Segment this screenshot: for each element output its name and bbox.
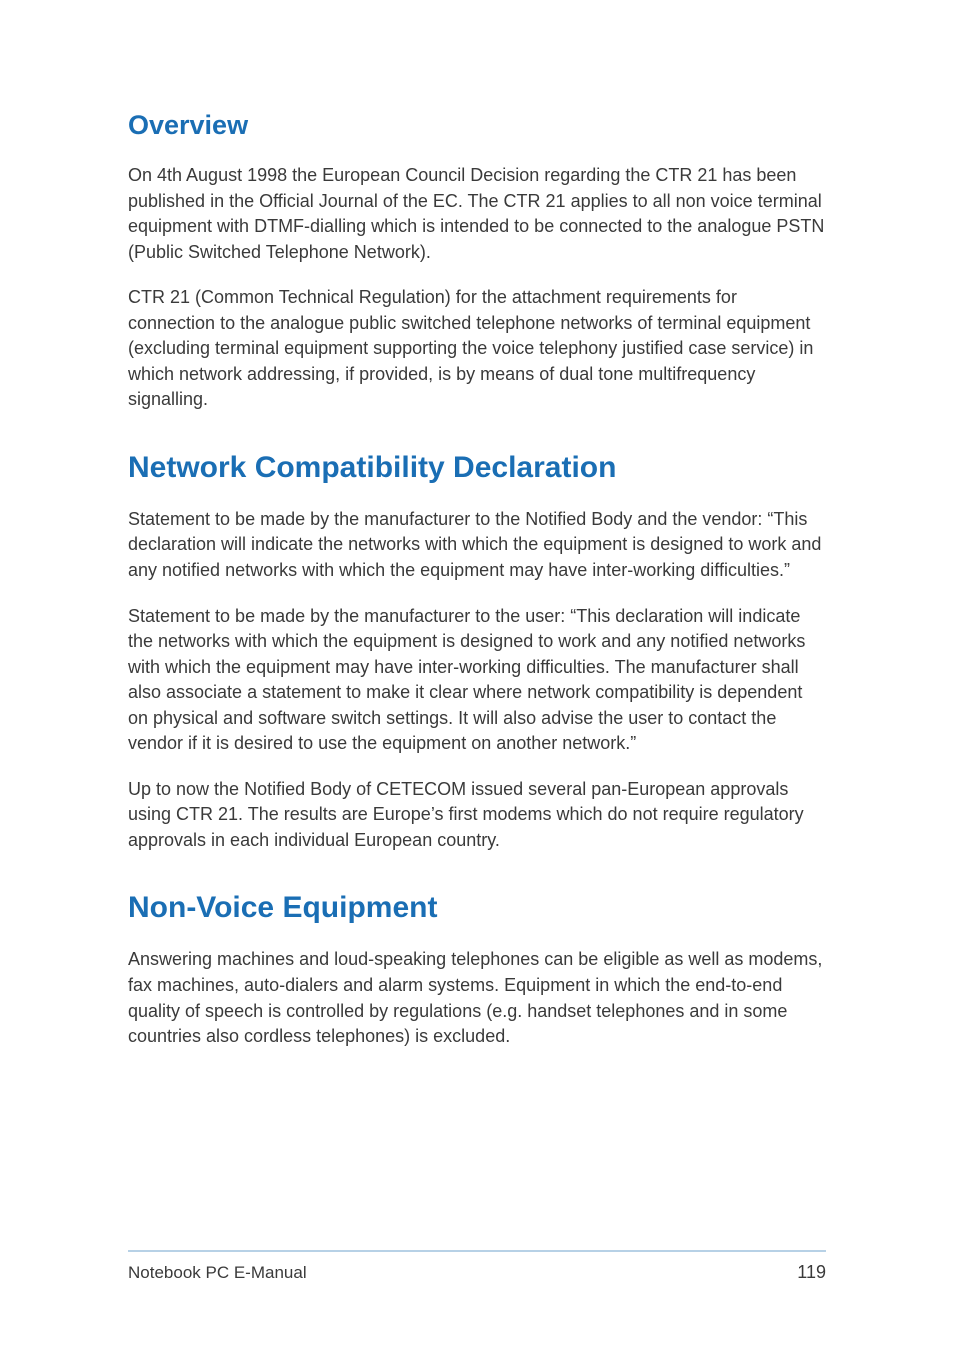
footer-rule (128, 1250, 826, 1252)
footer-page-number: 119 (797, 1262, 826, 1283)
page-footer: Notebook PC E-Manual 119 (128, 1250, 826, 1283)
netcompat-para-1: Statement to be made by the manufacturer… (128, 507, 826, 584)
overview-heading: Overview (128, 110, 826, 141)
footer-doc-title: Notebook PC E-Manual (128, 1263, 307, 1283)
overview-para-1: On 4th August 1998 the European Council … (128, 163, 826, 265)
footer-row: Notebook PC E-Manual 119 (128, 1262, 826, 1283)
nonvoice-para-1: Answering machines and loud-speaking tel… (128, 947, 826, 1049)
overview-para-2: CTR 21 (Common Technical Regulation) for… (128, 285, 826, 413)
nonvoice-heading: Non-Voice Equipment (128, 891, 826, 925)
netcompat-para-3: Up to now the Notified Body of CETECOM i… (128, 777, 826, 854)
netcompat-heading: Network Compatibility Declaration (128, 451, 826, 485)
netcompat-para-2: Statement to be made by the manufacturer… (128, 604, 826, 757)
